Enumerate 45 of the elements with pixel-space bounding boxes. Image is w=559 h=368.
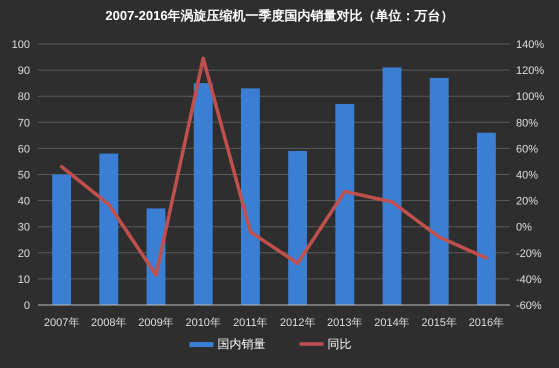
x-tick-label: 2014年 <box>374 317 410 329</box>
x-tick-label: 2016年 <box>468 317 504 329</box>
x-tick-label: 2011年 <box>233 317 268 329</box>
bar <box>430 78 449 305</box>
y2-tick-label: -40% <box>516 274 542 286</box>
bar <box>194 83 213 305</box>
y-tick-label: 80 <box>18 91 30 104</box>
y-tick-label: 90 <box>18 65 30 78</box>
x-tick-label: 2007年 <box>44 317 80 329</box>
y2-tick-label: -20% <box>516 248 542 260</box>
y-tick-label: 0 <box>24 300 30 312</box>
y2-tick-label: 40% <box>516 170 538 182</box>
y-tick-label: 50 <box>18 170 30 182</box>
y2-tick-label: 100% <box>516 91 544 104</box>
y-tick-label: 100 <box>12 39 30 51</box>
y-tick-label: 20 <box>18 248 30 260</box>
y2-tick-label: 120% <box>516 65 544 78</box>
legend-label: 国内销量 <box>218 337 266 351</box>
bar <box>476 132 496 305</box>
x-tick-label: 2012年 <box>280 317 316 329</box>
x-tick-label: 2009年 <box>138 317 174 329</box>
y-tick-label: 60 <box>18 143 30 156</box>
y2-tick-label: 140% <box>516 39 544 51</box>
x-tick-label: 2008年 <box>91 317 127 329</box>
bar <box>288 151 308 305</box>
y-tick-label: 40 <box>18 196 30 208</box>
y-tick-label: 10 <box>18 274 30 286</box>
y2-tick-label: -60% <box>516 300 542 312</box>
x-tick-label: 2015年 <box>421 317 457 329</box>
legend-label: 同比 <box>328 337 352 351</box>
chart-title: 2007-2016年涡旋压缩机一季度国内销量对比（单位：万台） <box>105 8 454 23</box>
line-series <box>60 56 488 277</box>
y2-tick-label: 0% <box>516 222 532 234</box>
bar <box>52 174 72 305</box>
x-tick-label: 2013年 <box>327 317 363 329</box>
y2-tick-label: 60% <box>516 143 538 156</box>
bar <box>99 154 118 305</box>
y2-tick-label: 80% <box>516 117 538 130</box>
bar <box>240 88 260 305</box>
bar <box>335 104 354 305</box>
y-tick-label: 30 <box>18 222 30 234</box>
y2-tick-label: 20% <box>516 196 538 208</box>
bar <box>382 67 402 305</box>
y-tick-label: 70 <box>18 117 30 130</box>
x-tick-label: 2010年 <box>185 317 221 329</box>
